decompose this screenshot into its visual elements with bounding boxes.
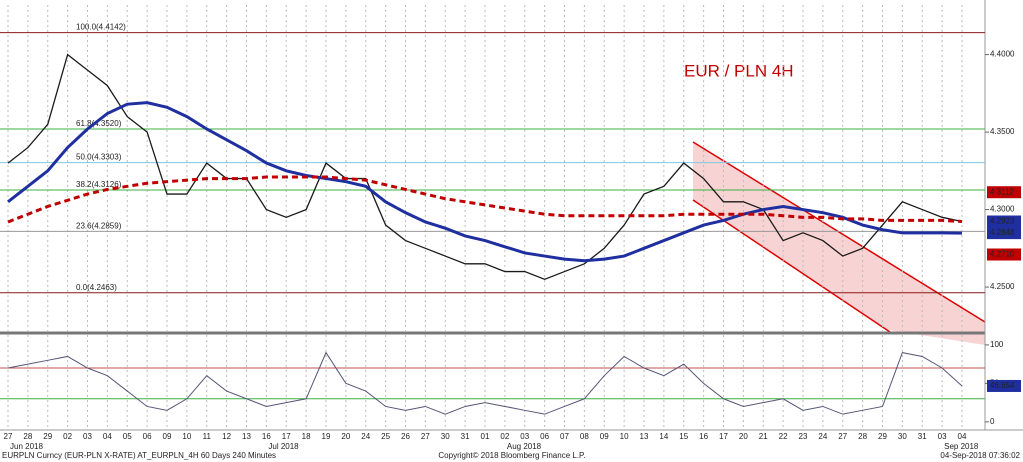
x-tick-label: 16: [699, 432, 708, 441]
month-label: Aug 2018: [507, 442, 542, 451]
price-marker-label: 4.3112: [990, 187, 1014, 196]
y-tick-label: 100: [990, 340, 1004, 349]
x-tick-label: 28: [858, 432, 867, 441]
footer-left: EURPLN Curncy (EUR-PLN X-RATE) AT_EURPLN…: [2, 451, 276, 460]
price-marker: [987, 186, 1021, 199]
price-marker: [987, 379, 1021, 392]
x-tick-label: 14: [659, 432, 668, 441]
x-tick-label: 02: [500, 432, 509, 441]
x-tick-label: 12: [222, 432, 231, 441]
x-tick-label: 17: [719, 432, 728, 441]
x-tick-label: 30: [441, 432, 450, 441]
x-tick-label: 04: [103, 432, 112, 441]
x-tick-label: 29: [43, 432, 52, 441]
price-marker: [987, 227, 1021, 240]
fib-label: 50.0(4.3303): [76, 153, 122, 162]
y-tick-label: 4.3000: [990, 205, 1015, 214]
price-marker-label: 46.654: [990, 381, 1015, 390]
channel: [693, 142, 985, 345]
series-line: [7, 53, 963, 281]
x-tick-label: 07: [560, 432, 569, 441]
x-tick-label: 24: [818, 432, 827, 441]
x-tick-label: 25: [381, 432, 390, 441]
channel-line: [692, 141, 986, 323]
x-tick-label: 09: [600, 432, 609, 441]
x-tick-label: 23: [799, 432, 808, 441]
fib-label: 61.8(4.3520): [76, 119, 122, 128]
x-tick-label: 28: [23, 432, 32, 441]
x-tick-label: 20: [341, 432, 350, 441]
x-tick-label: 06: [540, 432, 549, 441]
x-tick-label: 17: [282, 432, 291, 441]
x-tick-label: 15: [679, 432, 688, 441]
x-tick-label: 04: [958, 432, 967, 441]
month-label: Jul 2018: [268, 442, 299, 451]
series-line: [7, 101, 963, 263]
x-tick-label: 05: [123, 432, 132, 441]
x-tick-label: 29: [878, 432, 887, 441]
x-tick-label: 01: [481, 432, 490, 441]
price-marker-label: 4.2848: [990, 228, 1015, 237]
x-tick-label: 19: [322, 432, 331, 441]
x-tick-label: 11: [203, 432, 212, 441]
price-marker: [987, 248, 1021, 261]
fib-label: 23.6(4.2859): [76, 222, 122, 231]
x-tick-label: 08: [580, 432, 589, 441]
footer-center: Copyright© 2018 Bloomberg Finance L.P.: [438, 451, 585, 460]
x-tick-label: 27: [4, 432, 13, 441]
x-tick-label: 10: [182, 432, 191, 441]
x-tick-label: 31: [461, 432, 470, 441]
x-tick-label: 31: [918, 432, 927, 441]
x-tick-label: 02: [63, 432, 72, 441]
x-tick-label: 09: [163, 432, 172, 441]
price-marker-label: 4.2923: [990, 217, 1015, 226]
fib-label: 0.0(4.2463): [76, 283, 117, 292]
month-label: Jun 2018: [10, 442, 43, 451]
x-tick-label: 03: [520, 432, 529, 441]
y-tick-label: 4.2500: [990, 282, 1015, 291]
y-tick-label: 4.3500: [990, 127, 1015, 136]
x-tick-label: 16: [262, 432, 271, 441]
price-marker-label: 4.2710: [990, 250, 1015, 259]
x-tick-label: 27: [838, 432, 847, 441]
month-label: Sep 2018: [944, 442, 979, 451]
series-line: [7, 351, 963, 415]
x-tick-label: 24: [361, 432, 370, 441]
x-tick-label: 27: [421, 432, 430, 441]
series-line: [7, 175, 963, 224]
x-tick-label: 10: [620, 432, 629, 441]
channel-line: [692, 199, 891, 333]
x-tick-label: 18: [302, 432, 311, 441]
x-tick-label: 21: [759, 432, 768, 441]
x-tick-label: 06: [143, 432, 152, 441]
x-tick-label: 22: [779, 432, 788, 441]
x-tick-label: 30: [898, 432, 907, 441]
x-tick-label: 03: [938, 432, 947, 441]
x-tick-label: 03: [83, 432, 92, 441]
footer-right: 04-Sep-2018 07:36:02: [940, 451, 1020, 460]
fib-label: 100.0(4.4142): [76, 23, 126, 32]
chart-title: EUR / PLN 4H: [684, 61, 794, 80]
y-tick-label: 0: [990, 417, 995, 426]
x-tick-label: 13: [640, 432, 649, 441]
fib-label: 38.2(4.3126): [76, 180, 122, 189]
x-tick-label: 13: [242, 432, 251, 441]
x-tick-label: 20: [739, 432, 748, 441]
price-marker: [987, 215, 1021, 228]
x-tick-label: 26: [401, 432, 410, 441]
y-tick-label: 4.4000: [990, 50, 1015, 59]
